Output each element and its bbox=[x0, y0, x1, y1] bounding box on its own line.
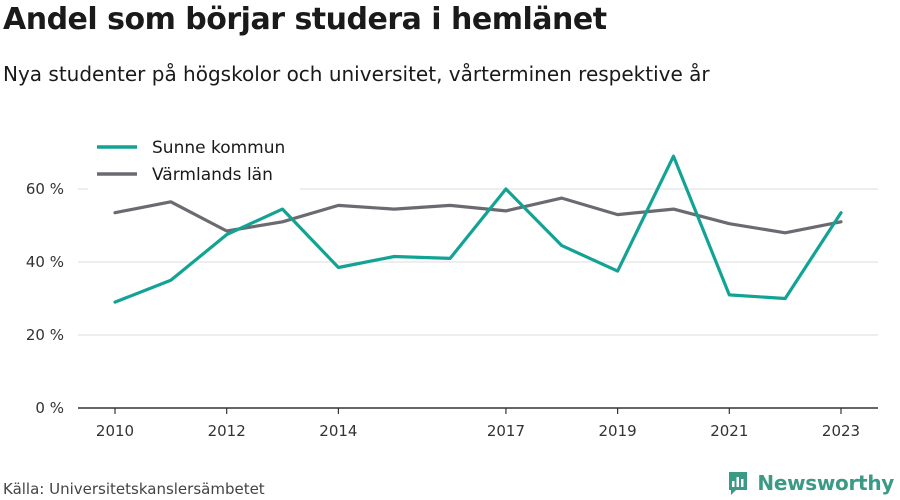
x-tick-label: 2010 bbox=[96, 422, 134, 440]
x-tick-label: 2019 bbox=[599, 422, 637, 440]
series-line-varmland bbox=[113, 196, 843, 235]
x-tick-label: 2014 bbox=[319, 422, 357, 440]
x-tick-label: 2012 bbox=[208, 422, 246, 440]
newsworthy-logo-icon bbox=[729, 472, 748, 495]
brand-name: Newsworthy bbox=[757, 471, 894, 495]
y-tick-label: 20 % bbox=[26, 326, 64, 344]
legend-label: Värmlands län bbox=[152, 165, 273, 185]
legend-label: Sunne kommun bbox=[152, 138, 285, 158]
source-note: Källa: Universitetskanslersämbetet bbox=[3, 480, 265, 498]
chart-title: Andel som börjar studera i hemlänet bbox=[3, 2, 607, 37]
legend-background bbox=[88, 128, 300, 190]
chart-subtitle: Nya studenter på högskolor och universit… bbox=[3, 62, 710, 86]
x-axis: 2010 2012 2014 2017 2019 2021 2023 bbox=[78, 407, 878, 440]
y-tick-label: 60 % bbox=[26, 180, 64, 198]
series-lines bbox=[113, 154, 843, 304]
y-tick-label: 0 % bbox=[35, 399, 64, 417]
grid-lines: 0 % 20 % 40 % 60 % bbox=[26, 180, 878, 417]
x-tick-label: 2017 bbox=[487, 422, 525, 440]
x-tick-label: 2021 bbox=[710, 422, 748, 440]
y-tick-label: 40 % bbox=[26, 253, 64, 271]
legend: Sunne kommun Värmlands län bbox=[88, 128, 300, 190]
x-tick-label: 2023 bbox=[822, 422, 860, 440]
line-chart: 0 % 20 % 40 % 60 % 2010 2012 2014 2017 2019 2021… bbox=[25, 128, 878, 440]
series-line-sunne bbox=[113, 154, 843, 304]
brand-logo: Newsworthy bbox=[727, 470, 894, 496]
